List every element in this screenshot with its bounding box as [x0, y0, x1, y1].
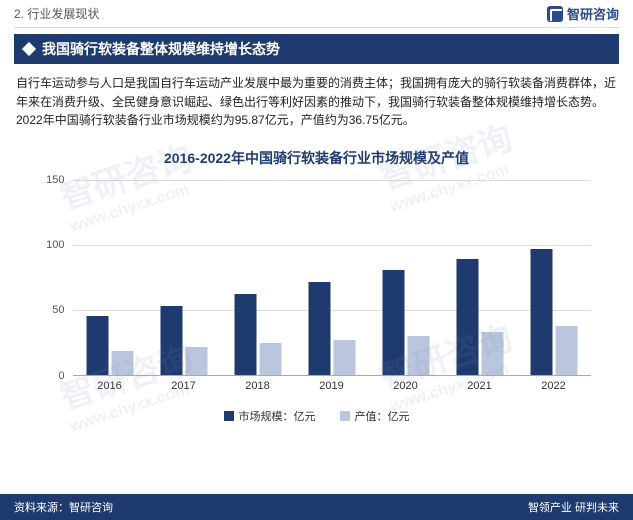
y-tick: 0	[58, 370, 64, 382]
header: 2. 行业发展现状 智研咨询	[0, 0, 633, 25]
legend-label: 产值：亿元	[355, 408, 410, 424]
brand-text: 智研咨询	[567, 4, 619, 23]
bar-group	[308, 282, 355, 375]
brand: 智研咨询	[547, 4, 619, 23]
body-paragraph: 自行车运动参与人口是我国自行车运动产业发展中最为重要的消费主体；我国拥有庞大的骑…	[0, 64, 633, 134]
bar	[530, 249, 552, 374]
chart-area: 0 50 100 150 2016 2017 2018 2019 2020 2021 2022	[37, 176, 597, 406]
brand-logo-icon	[547, 6, 563, 22]
legend-swatch-icon	[224, 411, 234, 421]
bar-group	[456, 259, 503, 375]
bar	[234, 294, 256, 375]
bar-group	[234, 294, 281, 375]
source-label: 资料来源：智研咨询	[14, 499, 113, 515]
bar	[111, 351, 133, 375]
x-label: 2019	[319, 380, 343, 392]
legend-item: 产值：亿元	[340, 408, 410, 424]
legend-label: 市场规模：亿元	[239, 408, 316, 424]
bar-group	[382, 270, 429, 375]
chart-title: 2016-2022年中国骑行软装备行业市场规模及产值	[0, 148, 633, 168]
x-label: 2018	[245, 380, 269, 392]
chart-legend: 市场规模：亿元 产值：亿元	[0, 408, 633, 424]
x-label: 2017	[171, 380, 195, 392]
legend-swatch-icon	[340, 411, 350, 421]
grid-line	[73, 180, 591, 181]
section-label: 2. 行业发展现状	[14, 5, 99, 22]
x-label: 2020	[393, 380, 417, 392]
bar	[456, 259, 478, 375]
bar	[86, 316, 108, 375]
footer-tagline: 智领产业 研判未来	[528, 499, 619, 515]
bar	[382, 270, 404, 375]
bar	[185, 347, 207, 374]
title-text: 我国骑行软装备整体规模维持增长态势	[42, 39, 280, 59]
footer-bar: 资料来源：智研咨询 智领产业 研判未来	[0, 494, 633, 520]
header-divider	[14, 27, 619, 28]
diamond-icon	[22, 42, 36, 56]
grid-line	[73, 245, 591, 246]
x-axis-labels: 2016 2017 2018 2019 2020 2021 2022	[73, 380, 591, 396]
title-bar: 我国骑行软装备整体规模维持增长态势	[14, 34, 619, 64]
bar-group	[160, 306, 207, 375]
x-label: 2021	[467, 380, 491, 392]
legend-item: 市场规模：亿元	[224, 408, 316, 424]
bar	[259, 343, 281, 374]
bar	[308, 282, 330, 375]
y-tick: 150	[46, 174, 64, 186]
x-label: 2022	[541, 380, 565, 392]
bar	[481, 332, 503, 375]
bar-group	[530, 249, 577, 374]
bar	[555, 326, 577, 374]
y-axis: 050100150	[37, 176, 69, 376]
plot-area	[73, 180, 591, 376]
y-tick: 100	[46, 239, 64, 251]
bar-group	[86, 316, 133, 375]
x-label: 2016	[97, 380, 121, 392]
bar	[160, 306, 182, 375]
y-tick: 50	[52, 304, 64, 316]
bar	[333, 340, 355, 375]
bar	[407, 336, 429, 375]
